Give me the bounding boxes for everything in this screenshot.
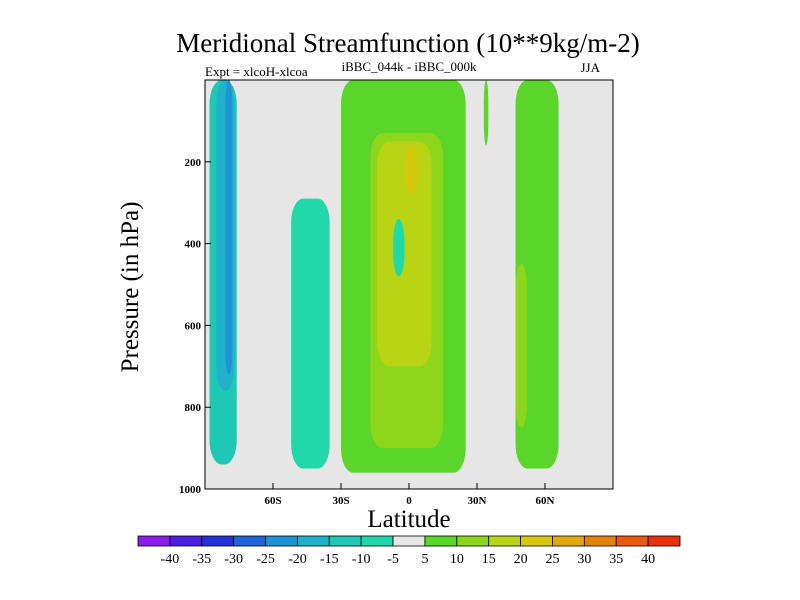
- contour-region-sh-midlat-cell: [291, 198, 330, 469]
- difference-label: iBBC_044k - iBBC_000k: [341, 59, 477, 74]
- season-label: JJA: [580, 60, 600, 75]
- contour-region-nh-midlat-core: [515, 264, 527, 428]
- x-tick-label: 30S: [332, 495, 349, 507]
- experiment-label: Expt = xlcoH-xlcoa: [205, 64, 308, 79]
- y-tick-label: 1000: [179, 484, 202, 496]
- y-tick-label: 600: [185, 320, 202, 332]
- colorbar-label: -35: [192, 552, 211, 567]
- axis-ticks: 60S 30S 0 30N 60N 200 400 600 800 1000: [179, 157, 555, 507]
- colorbar-box: [552, 535, 585, 547]
- colorbar-label: -25: [256, 552, 275, 567]
- colorbar-box: [137, 535, 171, 547]
- colorbar-label: 25: [545, 552, 559, 567]
- chart-title: Meridional Streamfunction (10**9kg/m-2): [176, 28, 639, 58]
- colorbar-label: 5: [421, 552, 428, 567]
- colorbar-label: -10: [352, 552, 371, 567]
- contour-region-upper-max: [404, 145, 419, 195]
- colorbar-box: [392, 535, 426, 547]
- contour-region-equatorial-negative: [393, 219, 405, 277]
- y-tick-label: 200: [185, 157, 202, 169]
- colorbar-label: -20: [288, 552, 307, 567]
- x-tick-label: 0: [406, 495, 412, 507]
- colorbar-box: [583, 535, 617, 547]
- y-tick-label: 800: [185, 402, 202, 414]
- contour-region-sh-polar-inner: [225, 80, 233, 375]
- x-tick-label: 30N: [468, 495, 487, 507]
- colorbar-label: 20: [514, 552, 528, 567]
- colorbar-label: -5: [387, 552, 399, 567]
- colorbar-label: 40: [641, 552, 655, 567]
- colorbar-box: [647, 535, 681, 547]
- y-tick-label: 400: [185, 239, 202, 251]
- colorbar-label: 10: [450, 552, 464, 567]
- colorbar-label: -15: [320, 552, 339, 567]
- colorbar-box: [424, 535, 458, 547]
- colorbar-box: [456, 535, 490, 547]
- colorbar-box: [297, 535, 330, 547]
- y-axis-label: Pressure (in hPa): [117, 202, 144, 373]
- contour-region-nh-30n-strip: [483, 80, 489, 146]
- colorbar-box: [520, 535, 553, 547]
- colorbar-box: [360, 535, 394, 547]
- contour-region-tropical-max: [377, 141, 432, 367]
- colorbar: -40 -35 -30 -25 -20 -15 -10 -5 5 10 15 20 25 30 35 40: [137, 535, 681, 567]
- colorbar-label: 15: [482, 552, 496, 567]
- colorbar-box: [488, 535, 521, 547]
- colorbar-box: [169, 535, 203, 547]
- colorbar-label: -40: [161, 552, 180, 567]
- colorbar-box: [201, 535, 235, 547]
- colorbar-box: [328, 535, 362, 547]
- colorbar-label: 30: [577, 552, 591, 567]
- colorbar-box: [233, 535, 266, 547]
- x-tick-label: 60S: [264, 495, 281, 507]
- colorbar-box: [615, 535, 649, 547]
- colorbar-box: [265, 535, 298, 547]
- x-axis-label: Latitude: [367, 506, 450, 533]
- colorbar-label: 35: [609, 552, 623, 567]
- colorbar-label: -30: [224, 552, 243, 567]
- x-tick-label: 60N: [536, 495, 555, 507]
- contour-regions: [209, 80, 559, 473]
